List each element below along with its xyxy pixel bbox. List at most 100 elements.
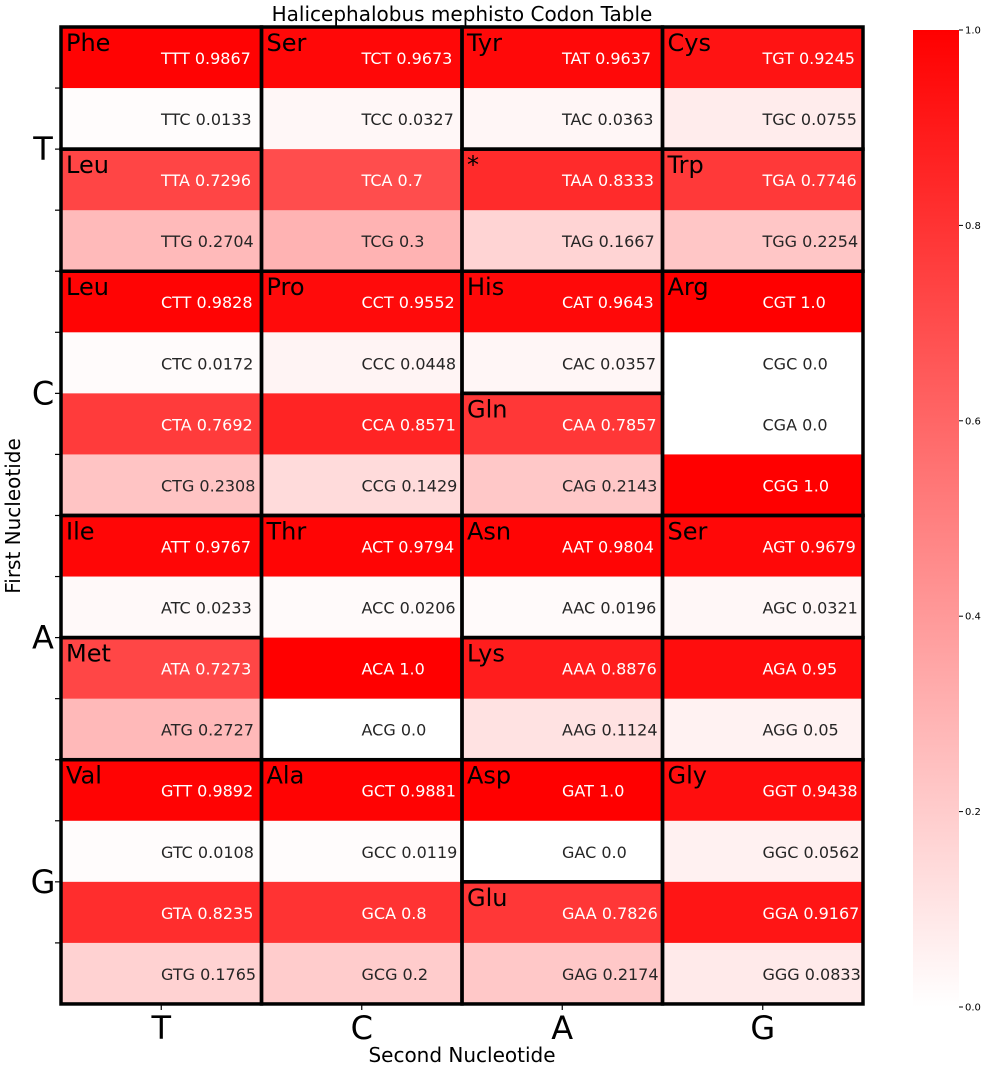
heatmap-cell-tca [261, 149, 463, 211]
colorbar: 0.0 0.2 0.4 0.6 0.8 1.0 [913, 26, 981, 1014]
codon-label-ccg: CCG 0.1429 [362, 476, 458, 495]
heatmap-cell-ggt [662, 759, 864, 822]
amino-acid-label-lys: Lys [467, 640, 505, 668]
codon-label-ttt: TTT 0.9867 [160, 49, 251, 68]
heatmap-cell-ttg [61, 210, 262, 272]
x-tick-label-a: A [551, 1009, 573, 1047]
heatmap-cell-gat [462, 759, 663, 822]
colorbar-tick-label: 1.0 [965, 26, 981, 37]
y-axis-label: First Nucleotide [1, 438, 25, 594]
heatmap-cell-gct [261, 759, 463, 822]
codon-label-cga: CGA 0.0 [763, 415, 828, 434]
amino-acid-label-arg: Arg [668, 273, 709, 301]
heatmap-cell-ata [61, 637, 262, 700]
heatmap-cell-tcg [261, 210, 463, 272]
codon-label-tta: TTA 0.7296 [160, 171, 251, 190]
amino-acid-label-ala: Ala [267, 762, 305, 790]
codon-label-cgc: CGC 0.0 [763, 354, 828, 373]
heatmap-cell-aga [662, 637, 864, 700]
codon-label-cgt: CGT 1.0 [763, 293, 826, 312]
amino-acid-label-tyr: Tyr [466, 29, 502, 57]
y-tick-label-g: G [31, 863, 56, 901]
codon-label-ctt: CTT 0.9828 [161, 293, 253, 312]
y-tick-label-t: T [32, 130, 53, 168]
x-tick-label-g: G [750, 1009, 775, 1047]
heatmap-cell-tac [462, 88, 663, 150]
codon-label-gtg: GTG 0.1765 [161, 965, 256, 984]
codon-label-gtc: GTC 0.0108 [161, 843, 254, 862]
codon-label-gaa: GAA 0.7826 [562, 904, 658, 923]
heatmap-cell-gtc [61, 820, 262, 883]
x-tick-label-c: C [351, 1009, 373, 1047]
chart-title: Halicephalobus mephisto Codon Table [272, 2, 653, 26]
heatmap-cell-ttt [61, 27, 262, 89]
heatmap-cell-tct [261, 27, 463, 89]
amino-acid-label-his: His [467, 273, 504, 301]
heatmap-cell-aac [462, 576, 663, 639]
heatmap-cell-tgc [662, 88, 864, 150]
codon-label-ccc: CCC 0.0448 [362, 354, 457, 373]
amino-acid-label-met: Met [66, 640, 111, 668]
codon-label-ttc: TTC 0.0133 [160, 110, 252, 129]
heatmap-cell-acc [261, 576, 463, 639]
colorbar-tick-label: 0.8 [965, 221, 981, 232]
codon-label-tag: TAG 0.1667 [561, 232, 655, 251]
codon-label-cag: CAG 0.2143 [562, 476, 657, 495]
heatmap-cell-tga [662, 149, 864, 211]
codon-label-ata: ATA 0.7273 [161, 660, 251, 679]
y-tick-label-c: C [32, 374, 54, 412]
amino-acid-label-trp: Trp [667, 151, 704, 179]
codon-label-gcg: GCG 0.2 [362, 965, 429, 984]
heatmap-cell-cgc [662, 332, 864, 394]
heatmap-cell-cgt [662, 271, 864, 333]
codon-label-ggc: GGC 0.0562 [763, 843, 860, 862]
amino-acid-label-leu: Leu [66, 273, 109, 301]
codon-label-acg: ACG 0.0 [362, 721, 427, 740]
codon-label-cca: CCA 0.8571 [362, 415, 456, 434]
codon-label-aat: AAT 0.9804 [562, 537, 654, 556]
amino-acid-label-stop: * [467, 151, 479, 179]
heatmap-cell-gcc [261, 820, 463, 883]
codon-label-tgg: TGG 0.2254 [762, 232, 859, 251]
codon-label-cct: CCT 0.9552 [362, 293, 455, 312]
colorbar-gradient [913, 30, 959, 1007]
heatmap-cell-act [261, 515, 463, 578]
codon-label-acc: ACC 0.0206 [362, 599, 456, 618]
codon-label-tac: TAC 0.0363 [561, 110, 653, 129]
codon-label-cta: CTA 0.7692 [161, 415, 253, 434]
codon-label-ctc: CTC 0.0172 [161, 354, 253, 373]
y-tick-label-a: A [32, 619, 54, 657]
heatmap-cell-cca [261, 393, 463, 455]
amino-acid-labels: Phe Leu Ser Tyr * Cys Trp Leu Pro His Gln Arg Ile Met… [66, 29, 711, 912]
amino-acid-label-phe: Phe [66, 29, 110, 57]
codon-label-aac: AAC 0.0196 [562, 599, 656, 618]
heatmap-cell-taa [462, 149, 663, 211]
heatmap-cell-ggg [662, 942, 864, 1005]
codon-label-cac: CAC 0.0357 [562, 354, 656, 373]
codon-label-aaa: AAA 0.8876 [562, 660, 657, 679]
heatmap-cell-ctc [61, 332, 262, 394]
heatmap-cell-tat [462, 27, 663, 89]
x-axis-label: Second Nucleotide [368, 1043, 555, 1067]
amino-acid-label-asn: Asn [467, 517, 511, 545]
amino-acid-group-borders [59, 25, 865, 1006]
amino-acid-label-ser: Ser [267, 29, 307, 57]
heatmap-cell-tgg [662, 210, 864, 272]
heatmap-cell-ttc [61, 88, 262, 150]
codon-label-tct: TCT 0.9673 [361, 49, 453, 68]
heatmap-cell-cta [61, 393, 262, 455]
amino-acid-label-ser: Ser [668, 517, 708, 545]
amino-acid-label-cys: Cys [668, 29, 711, 57]
codon-label-gat: GAT 1.0 [562, 782, 624, 801]
heatmap-cell-cga [662, 393, 864, 455]
codon-label-cat: CAT 0.9643 [562, 293, 654, 312]
codon-label-tat: TAT 0.9637 [561, 49, 651, 68]
codon-label-agt: AGT 0.9679 [763, 537, 856, 556]
heatmap-cell-gcg [261, 942, 463, 1005]
heatmap-cell-cgg [662, 454, 864, 516]
amino-acid-label-glu: Glu [467, 884, 507, 912]
heatmap-cell-gtt [61, 759, 262, 822]
codon-labels: TTT 0.9867 TTC 0.0133 TTA 0.7296 TTG 0.2704… [160, 49, 861, 984]
